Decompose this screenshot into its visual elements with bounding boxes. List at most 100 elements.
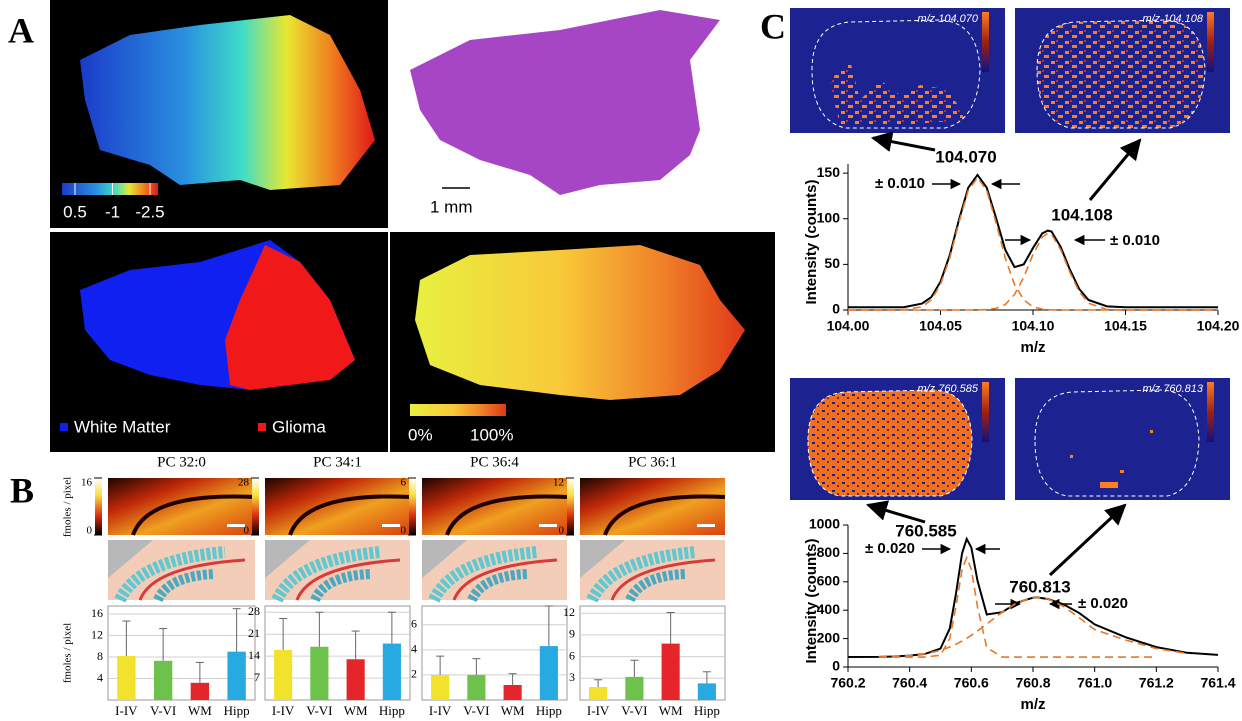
colorbar (982, 12, 989, 72)
fit-curve (878, 596, 1188, 658)
x-tick-label: V-VI (306, 703, 332, 718)
annotation: ± 0.010 (1110, 232, 1160, 249)
ion-image: m/z 760.813 (1015, 378, 1230, 500)
legend-swatch (60, 423, 68, 431)
fit-curve (848, 176, 1218, 311)
error-bar (472, 658, 481, 675)
y-tick-label: 50 (824, 255, 840, 271)
colorbar-label: 0.5 (63, 202, 87, 221)
y-axis-label: fmoles / pixel (62, 477, 74, 538)
x-tick-label: I-IV (587, 703, 610, 718)
legend-swatch (258, 423, 266, 431)
ion-image-bg (1015, 378, 1230, 500)
x-tick-label: Hipp (224, 703, 250, 718)
error-bar (159, 628, 168, 661)
ion-signal (1120, 470, 1124, 473)
scale-bar (227, 524, 245, 527)
x-tick-label: V-VI (463, 703, 489, 718)
bar (153, 660, 173, 700)
annotation: 760.813 (1009, 577, 1070, 596)
x-tick-label: 761.0 (1077, 675, 1112, 691)
bar (190, 682, 210, 700)
percent-heatmap (415, 245, 745, 400)
layer-overlay (452, 558, 558, 601)
spectrum-line (848, 173, 1218, 309)
bar (503, 684, 522, 700)
ion-signal (1100, 482, 1118, 488)
colorbar-label: -1 (105, 202, 120, 221)
x-tick-label: Hipp (379, 703, 405, 718)
annotation: ± 0.020 (1078, 595, 1128, 612)
layer-overlay (625, 569, 686, 603)
bar (589, 686, 608, 700)
x-tick-label: 104.10 (1012, 318, 1055, 334)
y-tick-label: 0 (832, 301, 840, 317)
y-tick-label: 1000 (809, 516, 840, 532)
colorbar-label: 6 (401, 477, 407, 489)
y-tick-label: 4 (97, 670, 103, 684)
y-tick-label: 800 (817, 544, 841, 560)
arrows (865, 131, 1142, 577)
colorbar (410, 404, 506, 416)
y-tick-label: 3 (569, 670, 575, 684)
error-bar (594, 679, 603, 687)
y-tick-label: 200 (817, 629, 841, 645)
x-tick-label: V-VI (150, 703, 176, 718)
legend-label: Glioma (272, 417, 326, 436)
layer-overlay (271, 546, 381, 603)
ion-label: m/z 760.813 (1142, 383, 1203, 395)
y-tick-label: 400 (817, 601, 841, 617)
panel-label: B (10, 470, 34, 510)
x-tick-label: WM (659, 703, 683, 718)
overlay-blank (108, 540, 153, 578)
x-tick-label: 760.4 (892, 675, 927, 691)
x-tick-label: 760.8 (1015, 675, 1050, 691)
layer-overlay (586, 546, 696, 603)
y-tick-label: 6 (569, 648, 575, 662)
y-tick-label: 600 (817, 573, 841, 589)
ion-image: m/z 760.585 (790, 378, 1005, 500)
x-tick-label: Hipp (694, 703, 720, 718)
annotation: 760.585 (895, 521, 956, 540)
y-tick-label: 16 (91, 606, 103, 620)
colorbar-label: 0% (408, 425, 433, 444)
chart-title: PC 32:0 (157, 454, 206, 470)
chart-title: PC 36:4 (470, 454, 519, 470)
tissue-outline (811, 19, 981, 129)
x-tick-label: I-IV (429, 703, 452, 718)
tissue-boundary (131, 494, 256, 536)
ratio-heatmap (80, 15, 375, 190)
ion-label: m/z 760.585 (917, 383, 978, 395)
x-tick-label: 761.2 (1139, 675, 1174, 691)
bar (697, 683, 716, 700)
panel-label: C (760, 6, 786, 46)
colorbar-label: 28 (238, 477, 250, 489)
error-bar (351, 630, 360, 660)
bar (467, 674, 486, 700)
error-bar (315, 611, 324, 647)
x-tick-label: V-VI (621, 703, 647, 718)
ion-signal (1036, 19, 1206, 129)
error-bar (232, 608, 241, 652)
arrow (1048, 503, 1127, 577)
x-tick-label: 104.05 (919, 318, 962, 334)
error-bar (436, 655, 445, 675)
layer-overlay (138, 558, 246, 601)
y-tick-label: 6 (411, 617, 417, 631)
x-tick-label: 760.6 (954, 675, 989, 691)
y-tick-label: 0 (832, 658, 840, 674)
layer-overlay (310, 569, 371, 603)
x-tick-label: 104.15 (1104, 318, 1147, 334)
colorbar (252, 478, 259, 535)
colorbar (1207, 382, 1214, 442)
y-tick-label: 9 (569, 627, 575, 641)
error-bar (630, 659, 639, 677)
scale-bar (539, 524, 557, 527)
bar (625, 676, 644, 700)
error-bar (544, 605, 553, 647)
y-tick-label: 100 (817, 209, 841, 225)
error-bar (122, 620, 131, 656)
error-bar (702, 671, 711, 684)
arrow (1088, 138, 1142, 201)
overlay-blank (422, 540, 467, 578)
